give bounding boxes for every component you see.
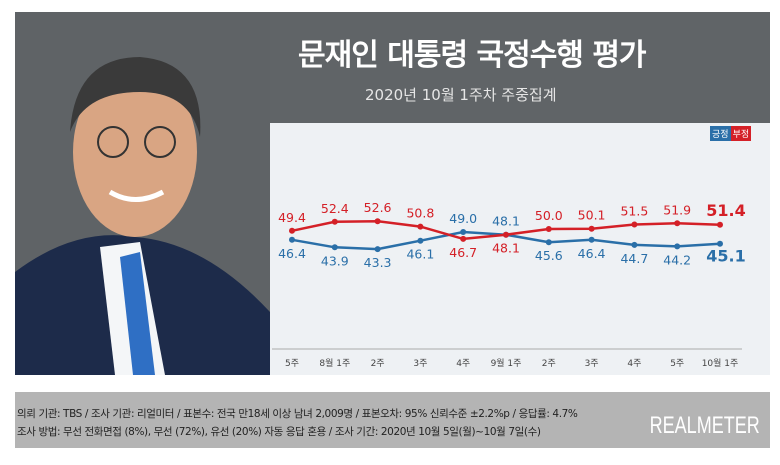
data-label: 44.2 bbox=[663, 252, 691, 267]
x-tick-label: 3주 bbox=[413, 358, 427, 369]
data-label: 49.4 bbox=[278, 210, 306, 225]
data-point bbox=[545, 239, 552, 246]
data-label: 46.4 bbox=[278, 246, 306, 261]
footer-survey-info: 의뢰 기관: TBS / 조사 기관: 리얼미터 / 표본수: 전국 만18세 … bbox=[17, 408, 578, 420]
data-point bbox=[460, 235, 467, 242]
data-label: 48.1 bbox=[492, 241, 520, 256]
data-label: 46.1 bbox=[406, 247, 434, 262]
data-point bbox=[503, 231, 509, 238]
data-label: 44.7 bbox=[620, 251, 648, 266]
data-point bbox=[717, 240, 723, 247]
footer-method-info: 조사 방법: 무선 전화면접 (8%), 무선 (72%), 유선 (20%) … bbox=[17, 426, 541, 438]
data-point bbox=[374, 246, 381, 253]
footer: 의뢰 기관: TBS / 조사 기관: 리얼미터 / 표본수: 전국 만18세 … bbox=[15, 392, 770, 448]
data-point bbox=[631, 221, 638, 228]
data-label: 51.5 bbox=[620, 204, 648, 219]
president-photo bbox=[15, 12, 270, 375]
realmeter-logo: REALMETER bbox=[649, 412, 760, 439]
data-point bbox=[417, 223, 424, 230]
data-point bbox=[674, 243, 681, 250]
data-point bbox=[331, 244, 338, 251]
data-label: 50.0 bbox=[535, 208, 563, 223]
data-point bbox=[588, 225, 595, 232]
data-label: 51.4 bbox=[706, 201, 745, 220]
data-point bbox=[588, 236, 595, 243]
x-tick-label: 2주 bbox=[371, 358, 385, 369]
data-point bbox=[545, 226, 552, 232]
data-label: 45.1 bbox=[706, 247, 745, 266]
x-tick-label: 4주 bbox=[456, 358, 470, 369]
data-label: 43.3 bbox=[364, 255, 392, 270]
legend-negative: 부정 bbox=[730, 126, 752, 141]
data-point bbox=[374, 218, 381, 225]
x-tick-label: 3주 bbox=[585, 358, 599, 369]
data-label: 43.9 bbox=[321, 253, 349, 268]
x-tick-label: 10월 1주 bbox=[702, 357, 739, 369]
data-point bbox=[717, 221, 723, 228]
data-label: 46.4 bbox=[578, 246, 606, 261]
x-tick-label: 5주 bbox=[285, 358, 299, 369]
data-label: 48.1 bbox=[492, 214, 520, 229]
data-point bbox=[631, 241, 638, 248]
data-label: 49.0 bbox=[449, 211, 477, 226]
data-label: 46.7 bbox=[449, 245, 477, 260]
data-point bbox=[674, 220, 681, 227]
data-label: 50.1 bbox=[578, 208, 606, 223]
data-point bbox=[289, 227, 295, 234]
x-tick-label: 8월 1주 bbox=[319, 357, 350, 369]
data-label: 52.4 bbox=[321, 201, 349, 216]
x-tick-label: 2주 bbox=[542, 358, 556, 369]
x-tick-label: 9월 1주 bbox=[491, 357, 522, 369]
data-point bbox=[289, 236, 295, 243]
data-label: 50.8 bbox=[406, 206, 434, 221]
chart-title: 문재인 대통령 국정수행 평가 bbox=[298, 38, 647, 73]
x-tick-label: 5주 bbox=[670, 358, 684, 369]
legend-positive: 긍정 bbox=[710, 126, 731, 141]
x-tick-label: 4주 bbox=[627, 358, 641, 369]
legend: 긍정 부정 bbox=[710, 126, 752, 141]
chart-subtitle: 2020년 10월 1주차 주중집계 bbox=[365, 86, 557, 104]
data-point bbox=[331, 218, 338, 225]
data-label: 51.9 bbox=[663, 202, 691, 217]
data-label: 45.6 bbox=[535, 248, 563, 263]
data-point bbox=[417, 237, 424, 244]
data-point bbox=[460, 229, 467, 235]
data-label: 52.6 bbox=[364, 200, 392, 215]
